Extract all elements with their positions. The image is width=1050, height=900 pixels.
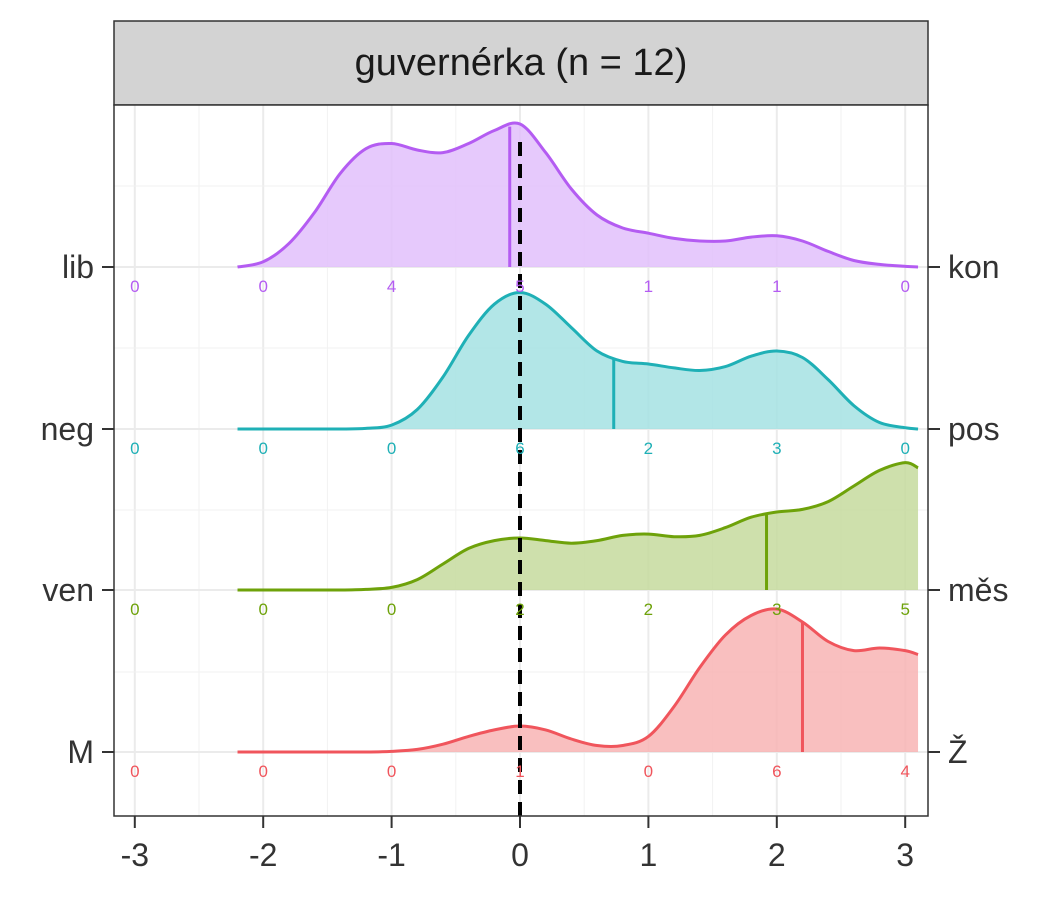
count-label: 0 [258, 439, 267, 458]
y-axis-label-left: neg [41, 411, 94, 447]
ridge-ven [237, 461, 919, 592]
ridge-fill [237, 292, 919, 430]
ridge-outline [237, 461, 919, 592]
count-label: 0 [258, 600, 267, 619]
count-label: 6 [772, 762, 781, 781]
count-label: 0 [387, 600, 396, 619]
ridge-outline [237, 607, 919, 754]
count-labels: 0 0 4 5 1 1 0 0 0 0 6 2 3 0 0 0 0 2 2 3 5 0 0 0 1 0 6 4 [130, 277, 910, 781]
y-axis-label-right: měs [948, 572, 1008, 608]
ridge-outline [237, 121, 919, 269]
y-axis-label-left: M [67, 734, 94, 770]
ridges [237, 121, 919, 754]
count-label: 0 [130, 439, 139, 458]
count-label: 1 [644, 277, 653, 296]
count-label: 4 [900, 762, 909, 781]
count-label: 6 [515, 439, 524, 458]
count-label: 0 [258, 277, 267, 296]
ridge-M [237, 607, 919, 754]
x-tick-label: 3 [896, 837, 914, 873]
x-tick-label: 0 [511, 837, 529, 873]
count-label: 0 [130, 762, 139, 781]
count-label: 3 [772, 439, 781, 458]
x-tick-label: 2 [768, 837, 786, 873]
ridge-fill [237, 608, 919, 753]
count-label: 0 [130, 277, 139, 296]
count-label: 2 [644, 600, 653, 619]
y-axis-label-left: ven [42, 572, 94, 608]
y-axis-label-right: kon [948, 249, 1000, 285]
ridge-outline [237, 290, 919, 431]
count-label: 0 [387, 439, 396, 458]
count-label: 1 [772, 277, 781, 296]
count-label: 2 [515, 600, 524, 619]
count-label: 5 [515, 277, 524, 296]
ridge-fill [237, 122, 919, 267]
count-label: 2 [644, 439, 653, 458]
count-label: 3 [772, 600, 781, 619]
x-tick-label: 1 [640, 837, 658, 873]
count-label: 0 [900, 439, 909, 458]
ridge-lib [237, 121, 919, 269]
count-label: 0 [900, 277, 909, 296]
count-label: 1 [515, 762, 524, 781]
count-label: 4 [387, 277, 396, 296]
x-tick-label: -3 [121, 837, 149, 873]
y-axis-label-right: Ž [948, 734, 968, 770]
facet-title: guvernérka (n = 12) [355, 42, 688, 84]
count-label: 0 [130, 600, 139, 619]
facet-strip [113, 20, 929, 106]
x-tick-label: -2 [249, 837, 277, 873]
ridge-fill [237, 462, 919, 591]
ridge-neg [237, 290, 919, 431]
count-label: 0 [258, 762, 267, 781]
count-label: 5 [900, 600, 909, 619]
axes: lib kon neg pos ven měs M Ž -3 -2 -1 0 1 2 3 [41, 249, 1009, 873]
x-tick-label: -1 [377, 837, 405, 873]
y-axis-label-right: pos [948, 411, 1000, 447]
count-label: 0 [644, 762, 653, 781]
count-label: 0 [387, 762, 396, 781]
y-axis-label-left: lib [62, 249, 94, 285]
